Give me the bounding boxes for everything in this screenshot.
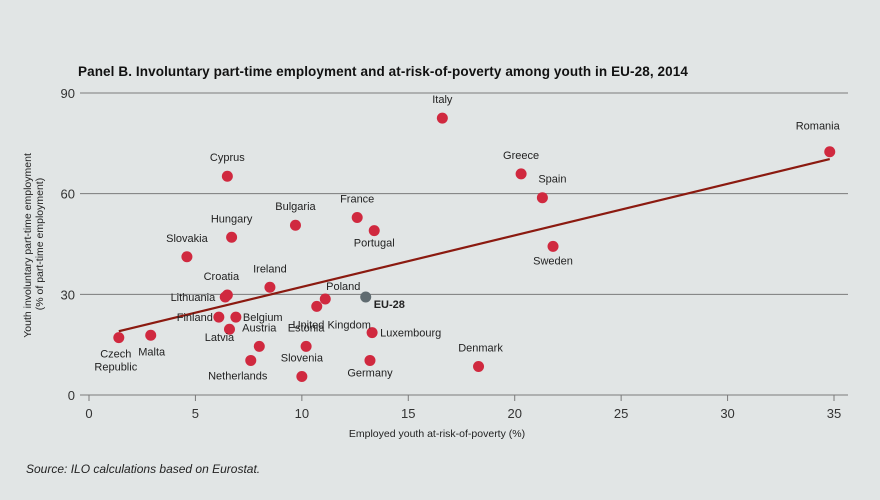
point-label-slovenia: Slovenia (281, 353, 324, 365)
point-label-greece: Greece (503, 150, 539, 162)
data-point-netherlands (245, 354, 257, 366)
data-point-italy (436, 112, 448, 124)
data-point-latvia (223, 323, 235, 335)
data-point-poland (319, 293, 331, 305)
chart-title: Panel B. Involuntary part-time employmen… (78, 64, 688, 79)
data-points (113, 112, 836, 383)
data-point-belgium (230, 311, 242, 323)
data-point-spain (536, 192, 548, 204)
point-label-czech-republic: Czech Republic (94, 349, 137, 374)
point-label-sweden: Sweden (533, 255, 573, 267)
x-tick-label: 35 (827, 406, 841, 421)
data-point-france (351, 211, 363, 223)
x-tick-label: 15 (401, 406, 415, 421)
point-label-united-kingdom: United Kingdom (293, 319, 371, 331)
point-label-netherlands: Netherlands (208, 370, 268, 382)
point-label-cyprus: Cyprus (210, 152, 245, 164)
point-label-germany: Germany (347, 367, 393, 379)
y-tick-label: 90 (61, 86, 75, 101)
data-point-romania (824, 146, 836, 158)
point-label-eu-28: EU-28 (374, 299, 405, 311)
gridlines (80, 92, 848, 396)
point-label-austria: Austria (242, 322, 277, 334)
point-label-finland: Finland (177, 312, 213, 324)
point-label-croatia: Croatia (204, 271, 240, 283)
point-label-latvia: Latvia (205, 332, 235, 344)
data-point-germany (364, 354, 376, 366)
point-label-lithuania: Lithuania (171, 292, 217, 304)
y-axis-title-line-2: (% of part-time employment) (34, 178, 46, 310)
data-point-greece (515, 168, 527, 180)
data-point-hungary (226, 231, 238, 243)
point-label-spain: Spain (538, 174, 566, 186)
data-point-portugal (368, 225, 380, 237)
point-label-malta: Malta (138, 346, 166, 358)
point-label-belgium: Belgium (243, 312, 283, 324)
y-axis-title-line-1: Youth involuntary part-time employment (22, 153, 34, 338)
data-point-austria (253, 340, 265, 352)
data-point-slovenia (296, 371, 308, 383)
point-label-luxembourg: Luxembourg (380, 328, 441, 340)
point-label-slovakia: Slovakia (166, 233, 208, 245)
point-label-denmark: Denmark (458, 342, 503, 354)
y-tick-label: 0 (68, 388, 75, 403)
data-point-denmark (473, 360, 485, 372)
data-point-czech-republic (113, 332, 125, 344)
point-label-line: Republic (94, 362, 137, 374)
trendline-group (118, 158, 831, 333)
data-point-lithuania (219, 291, 231, 303)
x-axis-title: Employed youth at-risk-of-poverty (%) (349, 428, 525, 440)
x-tick-label: 0 (85, 406, 92, 421)
x-tick-label: 10 (295, 406, 309, 421)
point-label-estonia: Estonia (288, 322, 326, 334)
data-point-bulgaria (289, 219, 301, 231)
data-point-eu-28 (360, 291, 372, 303)
data-point-slovakia (181, 251, 193, 263)
x-tick-label: 25 (614, 406, 628, 421)
y-axis-title: Youth involuntary part-time employment (… (22, 150, 46, 338)
data-point-finland (213, 311, 225, 323)
y-tick-label: 30 (61, 287, 75, 302)
point-label-ireland: Ireland (253, 263, 287, 275)
data-point-luxembourg (366, 327, 378, 339)
point-label-poland: Poland (326, 281, 360, 293)
point-label-bulgaria: Bulgaria (275, 201, 316, 213)
data-point-malta (145, 329, 157, 341)
point-labels: Italy Romania Greece Cyprus Spain France Bulga… (94, 94, 840, 382)
source-note: Source: ILO calculations based on Eurost… (26, 462, 261, 476)
data-point-ireland (264, 281, 276, 293)
x-tick-label: 30 (720, 406, 734, 421)
point-label-italy: Italy (432, 94, 453, 106)
point-label-romania: Romania (796, 121, 841, 133)
data-point-united-kingdom (311, 300, 323, 312)
y-tick-label: 60 (61, 187, 75, 202)
point-label-portugal: Portugal (354, 238, 395, 250)
trendline (118, 158, 831, 333)
point-label-hungary: Hungary (211, 213, 253, 225)
x-tick-label: 20 (507, 406, 521, 421)
x-tick-label: 5 (192, 406, 199, 421)
data-point-cyprus (221, 170, 233, 182)
axes: 0 30 60 90 0 5 10 15 20 25 30 35 (61, 86, 842, 421)
data-point-estonia (300, 340, 312, 352)
point-label-france: France (340, 193, 374, 205)
data-point-sweden (547, 240, 559, 252)
point-label-line: Czech (100, 349, 131, 361)
